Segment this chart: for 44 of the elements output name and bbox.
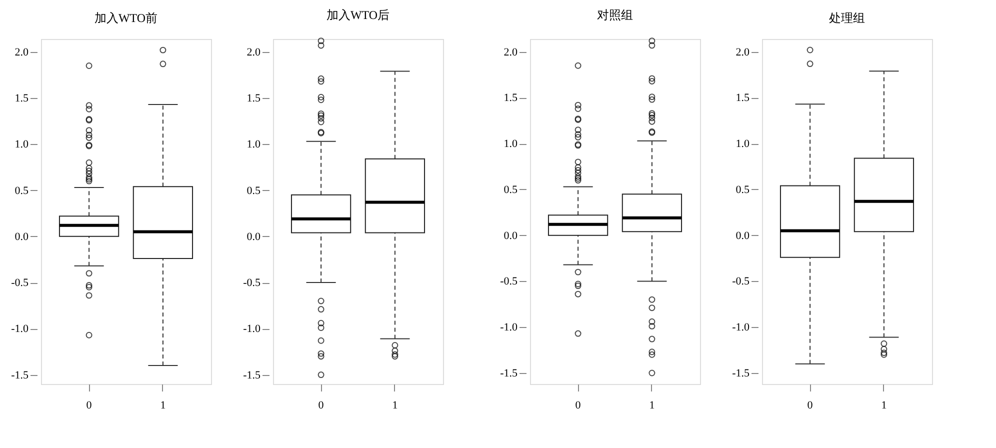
y-tick-label: 0.5	[736, 184, 750, 196]
y-tick-label: -0.5	[500, 276, 518, 288]
y-tick-label: 1.0	[14, 138, 29, 151]
y-tick-label: 1.0	[246, 138, 261, 151]
y-tick-label: 0.5	[246, 184, 261, 197]
y-tick-label: 2.0	[736, 46, 750, 58]
y-tick-label: 2.0	[14, 46, 29, 58]
y-tick-label: 1.0	[736, 138, 750, 150]
x-tick-label: 1	[392, 400, 398, 412]
y-tick-label: -0.5	[11, 277, 29, 290]
y-tick-label: 1.5	[736, 92, 750, 104]
x-tick-label: 1	[881, 400, 887, 412]
y-tick-label: -1.0	[500, 322, 518, 334]
y-tick-label: 0.5	[504, 184, 518, 196]
chart-title: 对照组	[597, 8, 633, 22]
y-tick-label: 1.5	[14, 92, 29, 105]
y-tick-label: 1.0	[504, 138, 518, 150]
x-tick-label: 1	[649, 400, 655, 412]
x-tick-label: 0	[86, 400, 92, 412]
y-tick-label: 1.5	[504, 92, 518, 104]
x-tick-label: 0	[807, 400, 814, 412]
y-tick-label: -1.5	[243, 369, 261, 382]
y-tick-label: 1.5	[246, 92, 261, 105]
y-tick-label: -1.5	[11, 369, 29, 382]
y-tick-label: -1.5	[732, 367, 750, 380]
x-tick-label: 0	[575, 400, 582, 412]
y-tick-label: -0.5	[243, 277, 261, 290]
y-tick-label: -1.5	[500, 367, 518, 380]
chart-title: 加入WTO前	[94, 11, 158, 25]
y-tick-label: 0.0	[14, 230, 29, 243]
y-tick-label: 2.0	[246, 46, 261, 58]
y-tick-label: 0.0	[246, 230, 261, 243]
x-tick-label: 0	[318, 400, 324, 412]
y-tick-label: 0.5	[14, 184, 29, 197]
y-tick-label: -0.5	[732, 276, 750, 288]
chart-title: 处理组	[829, 11, 865, 25]
y-tick-label: -1.0	[732, 322, 750, 334]
y-tick-label: -1.0	[11, 323, 29, 336]
y-tick-label: 0.0	[504, 230, 518, 242]
y-tick-label: 2.0	[504, 46, 518, 58]
y-tick-label: -1.0	[243, 323, 261, 336]
y-tick-label: 0.0	[736, 230, 750, 242]
x-tick-label: 1	[160, 400, 166, 412]
chart-title: 加入WTO后	[326, 8, 390, 22]
